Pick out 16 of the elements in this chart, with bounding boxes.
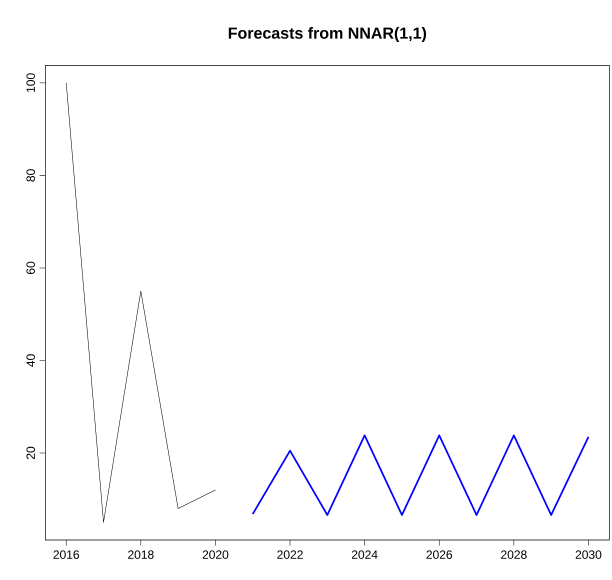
x-tick-label: 2016 (53, 550, 80, 559)
line-series (252, 434, 590, 516)
y-tick-label: 100 (26, 73, 35, 92)
y-tick-label: 60 (26, 262, 35, 274)
y-tick-label: 40 (26, 354, 35, 367)
y-tick-label: 80 (26, 169, 35, 182)
x-tick-label: 2026 (426, 550, 452, 559)
line-series (66, 82, 216, 523)
x-tick-label: 2022 (277, 550, 303, 559)
x-tick-label: 2024 (352, 550, 378, 559)
chart-title: Forecasts from NNAR(1,1) (228, 27, 426, 42)
x-tick-label: 2020 (202, 550, 228, 559)
y-tick-label: 20 (26, 446, 35, 460)
x-tick-label: 2028 (501, 550, 527, 559)
x-tick-label: 2030 (576, 550, 602, 559)
x-tick-label: 2018 (128, 550, 154, 559)
